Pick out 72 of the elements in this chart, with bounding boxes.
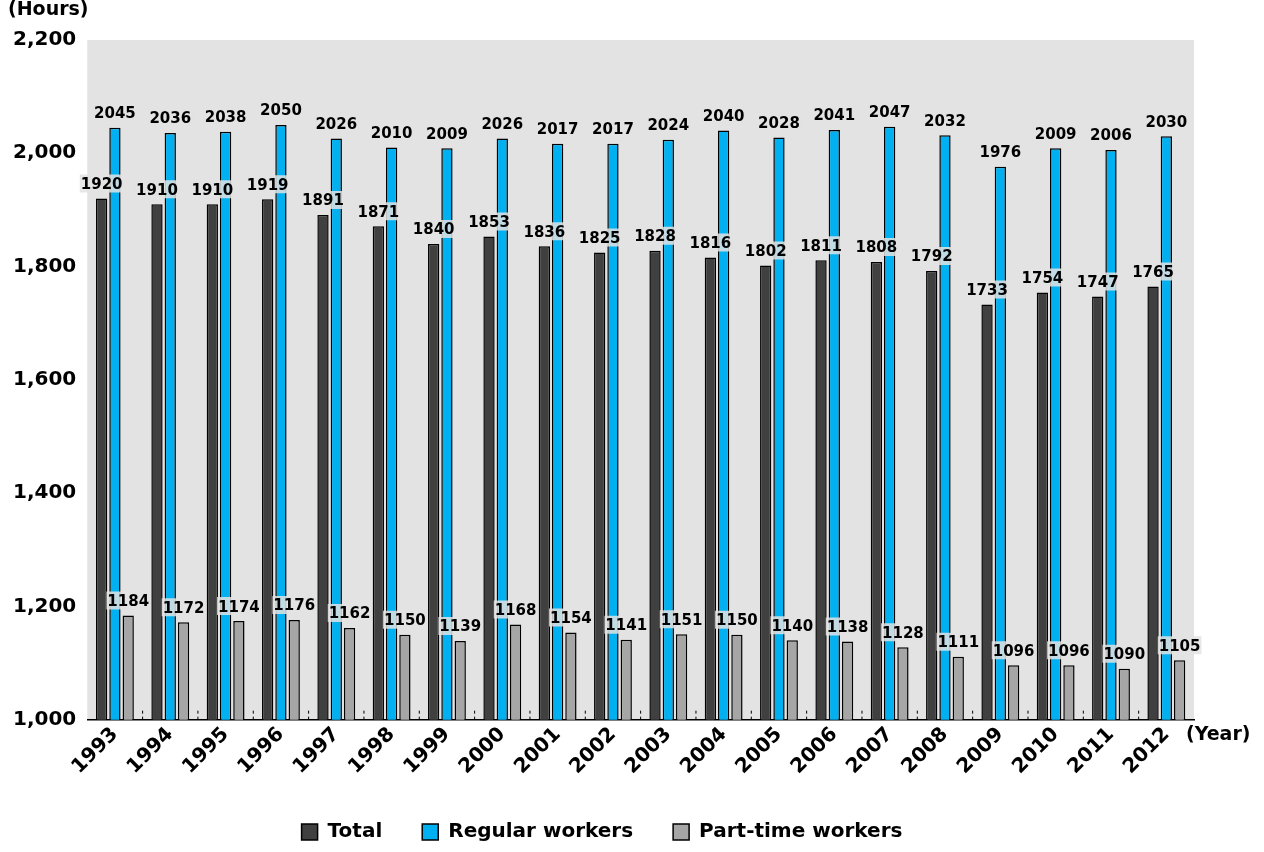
y-tick-label: 2,000 bbox=[13, 139, 77, 164]
data-label: 1871 bbox=[357, 202, 400, 221]
y-tick-label: 1,000 bbox=[13, 705, 77, 730]
data-label: 2010 bbox=[370, 124, 413, 142]
data-label: 2040 bbox=[702, 107, 745, 126]
data-label: 1920 bbox=[80, 174, 123, 193]
legend-label: Total bbox=[327, 818, 383, 843]
y-tick-label: 1,600 bbox=[13, 366, 77, 391]
data-label: 1154 bbox=[550, 608, 592, 627]
data-label: 2038 bbox=[204, 108, 247, 127]
data-label: 2030 bbox=[1145, 112, 1188, 131]
data-label: 2032 bbox=[924, 111, 966, 130]
data-label: 1111 bbox=[937, 633, 980, 652]
data-label: 1090 bbox=[1103, 645, 1146, 664]
data-label: 2017 bbox=[592, 120, 634, 139]
data-label: 1184 bbox=[107, 591, 150, 610]
legend-label: Regular workers bbox=[448, 818, 634, 843]
data-label: 2036 bbox=[149, 109, 192, 128]
data-label: 1168 bbox=[494, 600, 537, 619]
data-label: 1811 bbox=[800, 236, 842, 255]
data-label: 2017 bbox=[536, 120, 579, 139]
data-label: 1128 bbox=[882, 623, 924, 642]
data-label: 1096 bbox=[1048, 641, 1090, 660]
y-tick-label: 1,200 bbox=[13, 592, 77, 617]
y-tick-label: 1,800 bbox=[13, 252, 77, 277]
data-label: 2009 bbox=[1034, 124, 1077, 143]
data-label: 1765 bbox=[1132, 262, 1174, 281]
data-label: 2024 bbox=[647, 116, 690, 135]
data-label: 1138 bbox=[826, 617, 869, 636]
data-label: 1139 bbox=[439, 617, 482, 636]
data-label: 1792 bbox=[910, 247, 953, 266]
data-label: 2050 bbox=[260, 101, 302, 120]
data-label: 1754 bbox=[1021, 269, 1064, 287]
data-label: 1891 bbox=[302, 191, 344, 210]
data-label: 1747 bbox=[1076, 272, 1119, 291]
x-axis-title: (Year) bbox=[1186, 722, 1251, 745]
data-label: 1105 bbox=[1158, 636, 1201, 655]
data-label: 1853 bbox=[468, 212, 510, 231]
data-label: 1172 bbox=[162, 598, 205, 617]
data-label: 1150 bbox=[716, 611, 758, 630]
data-label: 1733 bbox=[966, 280, 1008, 299]
data-label: 1825 bbox=[578, 228, 621, 247]
data-label: 1096 bbox=[992, 641, 1035, 660]
data-label: 2006 bbox=[1090, 126, 1132, 145]
data-label: 2026 bbox=[315, 114, 358, 133]
data-label: 1802 bbox=[744, 241, 787, 260]
data-label: 1176 bbox=[273, 596, 316, 615]
data-label: 1808 bbox=[855, 238, 898, 257]
data-label: 2028 bbox=[758, 113, 800, 132]
data-label: 1816 bbox=[689, 233, 732, 252]
y-tick-label: 1,400 bbox=[13, 479, 77, 504]
data-label: 1150 bbox=[384, 611, 426, 630]
y-axis-title: (Hours) bbox=[8, 0, 89, 20]
data-label: 2041 bbox=[813, 106, 856, 125]
data-label: 1976 bbox=[979, 143, 1022, 162]
data-label: 2047 bbox=[868, 103, 911, 122]
data-label: 2009 bbox=[426, 124, 468, 143]
data-label: 1141 bbox=[605, 616, 648, 635]
data-label: 1836 bbox=[523, 222, 566, 241]
data-label: 2045 bbox=[94, 104, 136, 123]
data-label: 1174 bbox=[218, 597, 260, 616]
data-label: 1828 bbox=[634, 227, 676, 246]
y-tick-label: 2,200 bbox=[13, 26, 77, 51]
data-label: 1151 bbox=[660, 610, 703, 629]
data-label: 1840 bbox=[412, 220, 455, 239]
data-label: 1140 bbox=[771, 616, 814, 635]
data-label: 1162 bbox=[328, 604, 371, 623]
data-label: 1910 bbox=[136, 180, 178, 199]
data-label: 1910 bbox=[191, 180, 234, 199]
data-label: 1919 bbox=[246, 175, 289, 194]
data-label: 2026 bbox=[481, 114, 524, 133]
legend-label: Part-time workers bbox=[699, 818, 903, 843]
